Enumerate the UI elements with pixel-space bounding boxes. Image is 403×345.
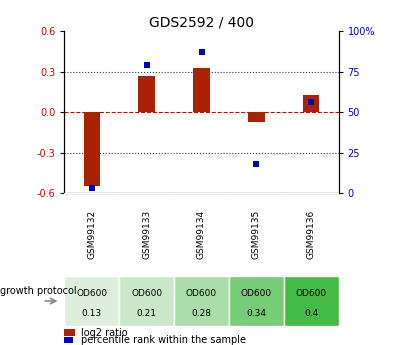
Text: 0.21: 0.21	[137, 309, 157, 318]
Point	[143, 62, 150, 68]
Bar	[119, 276, 174, 326]
Text: OD600: OD600	[295, 289, 327, 298]
Text: 0.4: 0.4	[304, 309, 318, 318]
Bar	[139, 76, 155, 112]
Bar	[229, 276, 284, 326]
Text: OD600: OD600	[131, 289, 162, 298]
Text: 0.28: 0.28	[191, 309, 212, 318]
Text: OD600: OD600	[186, 289, 217, 298]
Text: GSM99135: GSM99135	[252, 210, 261, 259]
Text: GSM99132: GSM99132	[87, 210, 96, 259]
Bar	[303, 95, 319, 112]
Text: percentile rank within the sample: percentile rank within the sample	[81, 335, 245, 345]
Text: GSM99133: GSM99133	[142, 210, 151, 259]
Title: GDS2592 / 400: GDS2592 / 400	[149, 16, 254, 30]
Text: log2 ratio: log2 ratio	[81, 328, 127, 338]
Point	[308, 100, 314, 105]
Bar	[84, 112, 100, 186]
Point	[198, 49, 205, 55]
Text: 0.13: 0.13	[82, 309, 102, 318]
Text: OD600: OD600	[241, 289, 272, 298]
Bar	[193, 68, 210, 112]
Text: OD600: OD600	[76, 289, 108, 298]
Point	[253, 161, 260, 167]
Text: growth protocol: growth protocol	[0, 286, 77, 296]
Text: GSM99136: GSM99136	[307, 210, 316, 259]
Bar	[64, 276, 119, 326]
Bar	[284, 276, 339, 326]
Text: GSM99134: GSM99134	[197, 210, 206, 259]
Text: 0.34: 0.34	[246, 309, 266, 318]
Bar	[174, 276, 229, 326]
Point	[89, 186, 95, 191]
Bar	[248, 112, 264, 121]
